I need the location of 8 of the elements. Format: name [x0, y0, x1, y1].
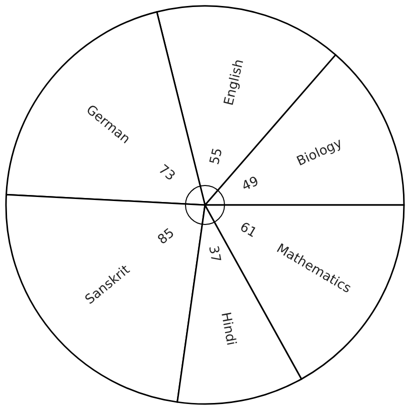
data-label: 37 — [205, 244, 223, 264]
data-label: 55 — [207, 146, 226, 166]
data-label: 85 — [155, 226, 178, 248]
data-label: 73 — [155, 162, 178, 184]
slice-label: English — [222, 58, 248, 108]
data-label: 49 — [240, 174, 262, 195]
data-label: 61 — [237, 220, 260, 242]
slice-label: Hindi — [218, 311, 238, 347]
